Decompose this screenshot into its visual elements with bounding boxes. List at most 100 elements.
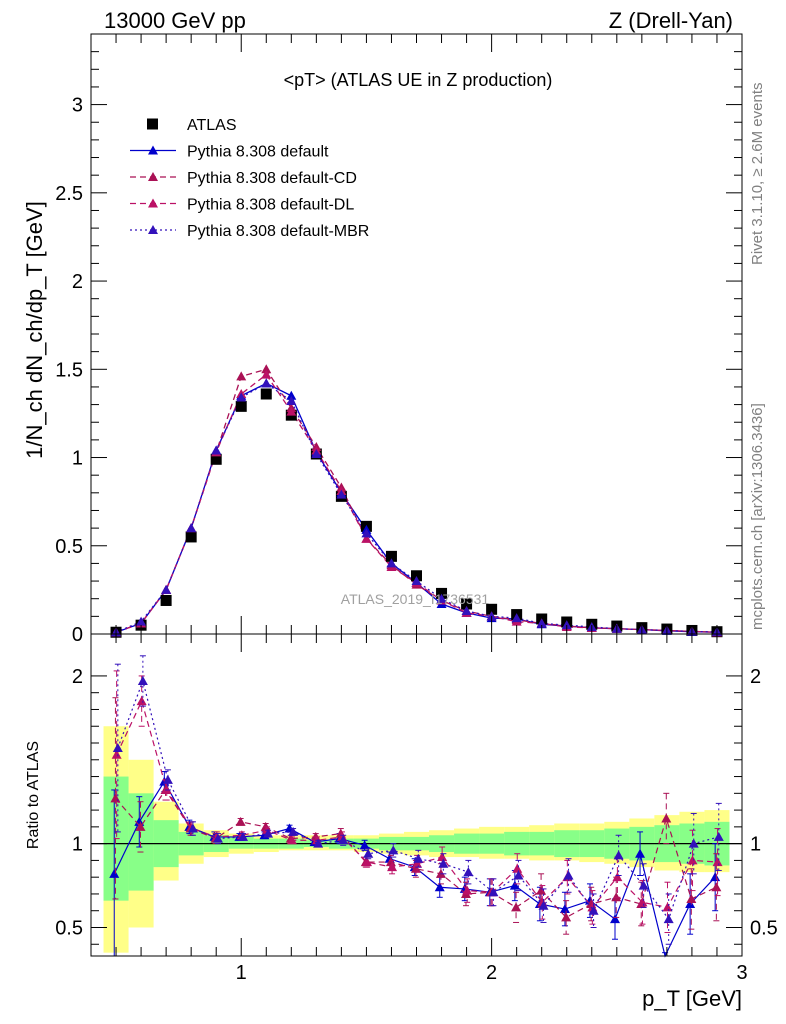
mc-data-point bbox=[286, 396, 297, 406]
legend-label: Pythia 8.308 default-MBR bbox=[187, 223, 369, 240]
atlas-data-point bbox=[210, 453, 222, 465]
ratio-data-point bbox=[137, 675, 148, 685]
ratio-data-point bbox=[362, 857, 373, 867]
ratio-uncertainty-bands bbox=[103, 726, 730, 953]
ratio-data-point bbox=[288, 826, 299, 836]
ratio-ytick-label: 0.5 bbox=[55, 917, 83, 939]
mc-data-point bbox=[461, 606, 472, 616]
ratio-data-point bbox=[711, 882, 722, 892]
ratio-data-point bbox=[359, 840, 370, 850]
analysis-watermark: ATLAS_2019_I1736531 bbox=[341, 591, 490, 607]
ratio-data-point bbox=[412, 858, 423, 868]
ratio-data-point bbox=[686, 893, 697, 903]
rivet-version-text: Rivet 3.1.10, ≥ 2.6M events bbox=[749, 83, 766, 266]
mc-data-point bbox=[161, 584, 172, 594]
ratio-data-point bbox=[463, 867, 474, 877]
main-ylabel: 1/N_ch dN_ch/dp_T [GeV] bbox=[22, 201, 47, 459]
header-left: 13000 GeV pp bbox=[104, 8, 246, 33]
ratio-data-point bbox=[387, 862, 398, 872]
xtick-label: 1 bbox=[236, 962, 247, 984]
ratio-data-point bbox=[685, 899, 696, 909]
ratio-data-point bbox=[613, 850, 624, 860]
ratio-data-point bbox=[687, 855, 698, 865]
mc-data-point bbox=[186, 523, 197, 533]
ratio-data-point bbox=[635, 848, 646, 858]
ratio-data-point bbox=[561, 912, 572, 922]
ratio-data-point bbox=[662, 902, 673, 912]
legend: ATLAS Pythia 8.308 default Pythia 8.308 de… bbox=[130, 117, 369, 240]
ratio-data-point bbox=[109, 868, 120, 878]
ratio-data-point bbox=[212, 833, 223, 843]
legend-marker-triangle bbox=[148, 145, 158, 155]
mc-data-point bbox=[286, 390, 297, 400]
ratio-data-point bbox=[162, 774, 173, 784]
ratio-data-point bbox=[434, 882, 445, 892]
ratio-data-point bbox=[437, 852, 448, 862]
ratio-data-point bbox=[488, 887, 499, 897]
atlas-data-point bbox=[461, 598, 473, 610]
ratio-data-point bbox=[438, 858, 449, 868]
mc-data-point bbox=[386, 558, 397, 568]
ratio-data-point bbox=[559, 904, 570, 914]
legend-label: ATLAS bbox=[187, 117, 237, 134]
ratio-data-point bbox=[338, 835, 349, 845]
mc-data-point bbox=[511, 613, 522, 623]
main-ytick-label: 1 bbox=[72, 448, 83, 470]
legend-label: Pythia 8.308 default-CD bbox=[187, 170, 357, 187]
ratio-data-point bbox=[588, 905, 599, 915]
ratio-ytick-label-right: 0.5 bbox=[750, 917, 778, 939]
mc-data-point bbox=[261, 378, 272, 388]
ratio-data-point bbox=[509, 880, 520, 890]
ratio-data-point bbox=[313, 838, 324, 848]
mc-data-point bbox=[236, 371, 247, 381]
ratio-data-point bbox=[511, 902, 522, 912]
ratio-ytick-label-right: 1 bbox=[750, 834, 761, 856]
ratio-axis-ticks: 1 2 3 0.5 0.5 1 1 2 2 bbox=[55, 634, 778, 984]
ratio-data-point bbox=[637, 897, 648, 907]
ratio-band-green bbox=[228, 836, 254, 849]
mc-data-point bbox=[436, 593, 447, 603]
legend-marker-square bbox=[147, 118, 158, 130]
ratio-data-point bbox=[563, 870, 574, 880]
main-ytick-label: 1.5 bbox=[55, 359, 83, 381]
ratio-data-point bbox=[688, 838, 699, 848]
mc-data-point bbox=[561, 620, 572, 630]
x-axis-label: p_T [GeV] bbox=[642, 986, 742, 1011]
atlas-data-point bbox=[436, 587, 448, 599]
ratio-data-point bbox=[413, 853, 424, 863]
mc-data-point bbox=[486, 611, 497, 621]
ratio-data-point bbox=[238, 831, 249, 841]
legend-label: Pythia 8.308 default bbox=[187, 144, 329, 161]
mcplots-text: mcplots.cern.ch [arXiv:1306.3436] bbox=[749, 403, 766, 630]
ratio-data-point bbox=[136, 696, 147, 706]
legend-label: Pythia 8.308 default-DL bbox=[187, 197, 354, 214]
ratio-data-point bbox=[661, 813, 672, 823]
ratio-data-point bbox=[512, 863, 523, 873]
atlas-data-point bbox=[160, 594, 172, 606]
ratio-ylabel: Ratio to ATLAS bbox=[25, 741, 42, 849]
ratio-data-point bbox=[513, 870, 524, 880]
mc-data-point bbox=[311, 449, 322, 458]
legend-marker-triangle bbox=[148, 198, 158, 208]
ratio-data-point bbox=[538, 900, 549, 910]
ratio-data-point bbox=[462, 885, 473, 895]
main-ytick-label: 2.5 bbox=[55, 183, 83, 205]
main-panel: 0 0.5 1 1.5 2 2.5 3 <pT> (ATLAS UE in Z produc… bbox=[22, 33, 743, 646]
ratio-data-point bbox=[286, 835, 297, 845]
ratio-data-point bbox=[388, 845, 399, 855]
mc-data-point bbox=[261, 364, 272, 374]
main-ytick-label: 3 bbox=[72, 95, 83, 117]
legend-marker-triangle bbox=[148, 172, 158, 181]
ratio-data-point bbox=[363, 848, 374, 858]
ratio-data-point bbox=[187, 823, 198, 833]
ratio-plot-marks bbox=[91, 655, 742, 958]
ratio-data-point bbox=[385, 857, 396, 867]
ratio-data-point bbox=[610, 914, 621, 924]
mc-data-point bbox=[361, 528, 372, 538]
main-ytick-label: 2 bbox=[72, 271, 83, 293]
ratio-data-point bbox=[112, 743, 123, 753]
ratio-panel: 1 2 3 0.5 0.5 1 1 2 2 Ratio to ATLAS p_T [GeV] bbox=[25, 633, 778, 1011]
main-title: <pT> (ATLAS UE in Z production) bbox=[284, 70, 553, 90]
atlas-data-point bbox=[486, 603, 498, 615]
